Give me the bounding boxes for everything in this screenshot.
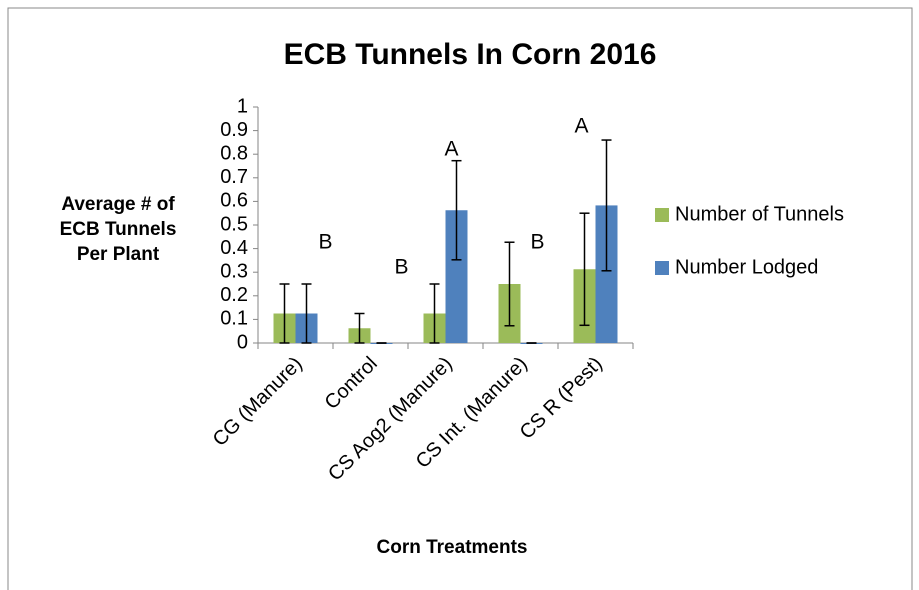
bar [445,210,468,343]
error-bar [301,283,312,344]
y-tick-label: 1 [237,95,248,117]
y-tick-label: 0.1 [220,308,248,330]
error-bar [279,283,290,344]
y-tick-label: 0.3 [220,260,248,282]
chart-frame [7,7,913,590]
legend-label: Number Lodged [675,256,818,278]
y-tick-label: 0.9 [220,119,248,141]
error-bar [601,139,612,272]
legend-swatch [655,261,669,275]
y-axis-title: Per Plant [77,244,160,265]
legend-swatch [655,208,669,222]
y-tick-label: 0.2 [220,284,248,306]
error-bar [579,212,590,327]
annotation: B [530,231,544,254]
x-tick-label: Control [321,353,382,414]
y-axis-title: ECB Tunnels [60,219,177,240]
x-tick-label: CS Aog2 (Manure) [324,353,457,486]
legend-label: Number of Tunnels [675,203,844,225]
error-bar [354,312,365,344]
y-tick-label: 0.4 [220,237,248,259]
error-bar [451,159,462,261]
annotation: B [318,231,332,254]
annotation: A [444,138,458,161]
y-tick-label: 0 [237,331,248,353]
y-tick-label: 0.7 [220,166,248,188]
y-tick-label: 0.6 [220,190,248,212]
error-bar [504,241,515,327]
annotation: A [574,115,588,138]
x-axis-title: Corn Treatments [377,537,528,558]
y-tick-label: 0.8 [220,142,248,164]
x-tick-label: CG (Manure) [209,353,307,451]
annotation: B [394,256,408,279]
y-axis-title: Average # of [61,194,175,215]
y-tick-label: 0.5 [220,213,248,235]
chart-title: ECB Tunnels In Corn 2016 [284,38,657,71]
error-bar [429,283,440,344]
bar [595,205,618,343]
